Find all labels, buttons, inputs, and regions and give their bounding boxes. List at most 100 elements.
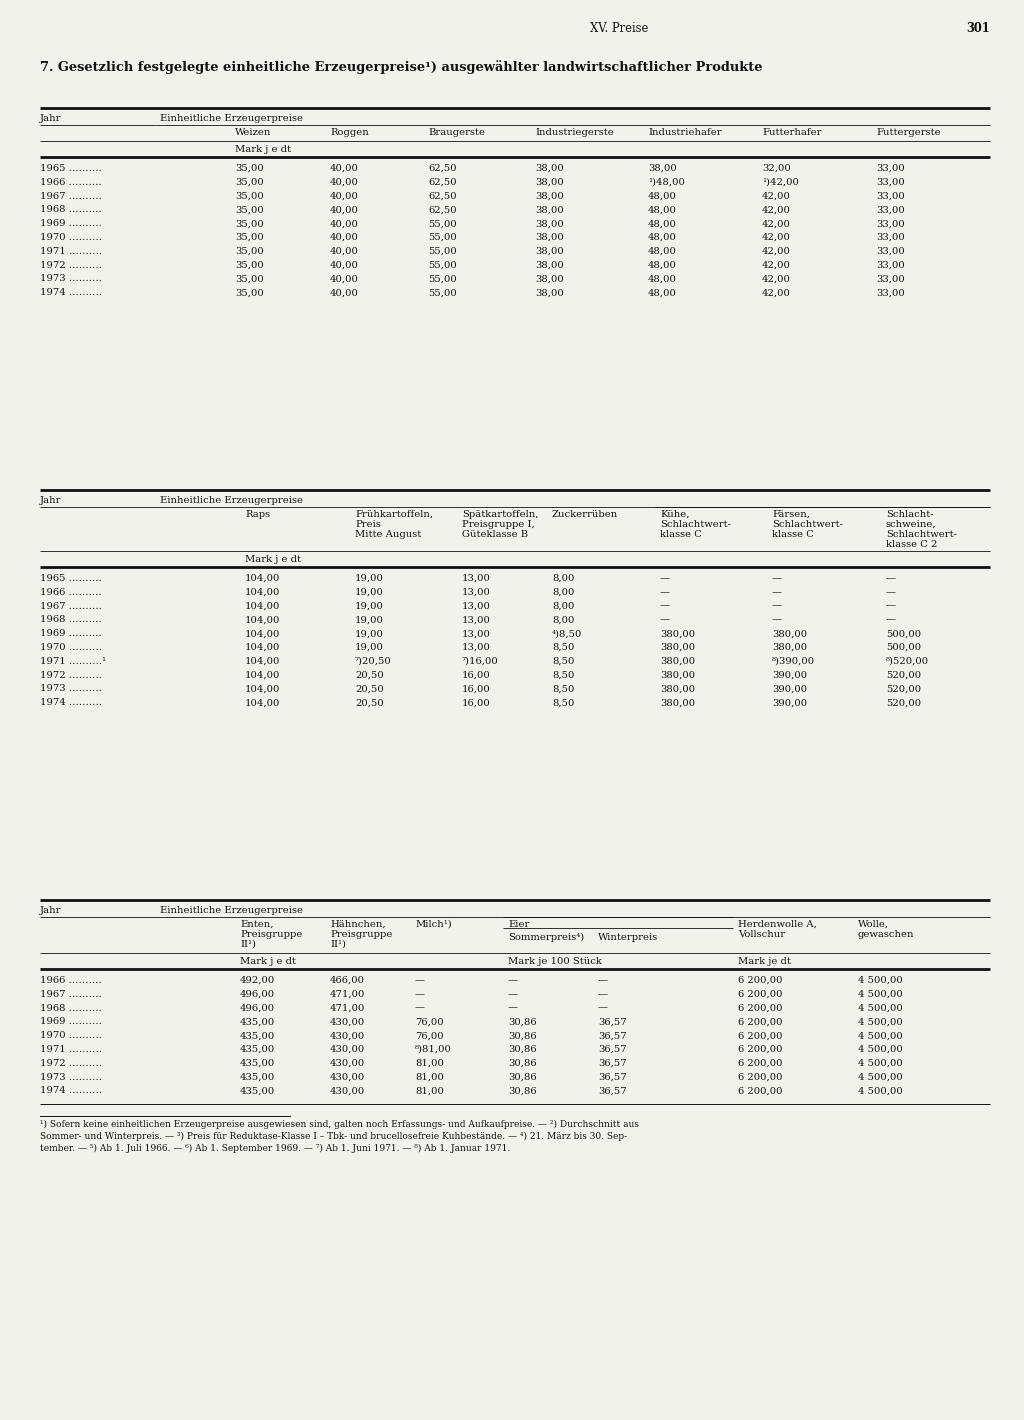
Text: ⁸)81,00: ⁸)81,00 [415,1045,452,1054]
Text: 38,00: 38,00 [535,178,564,187]
Text: 35,00: 35,00 [234,178,264,187]
Text: 435,00: 435,00 [240,1059,275,1068]
Text: 104,00: 104,00 [245,629,281,638]
Text: 1968 ……….: 1968 ………. [40,1004,101,1012]
Text: 42,00: 42,00 [762,206,791,214]
Text: Mark j e dt: Mark j e dt [234,145,291,153]
Text: —: — [508,990,518,998]
Text: Schlachtwert-: Schlachtwert- [772,520,843,530]
Text: 1967 ……….: 1967 ………. [40,192,101,200]
Text: Sommerpreis⁴): Sommerpreis⁴) [508,933,585,941]
Text: 38,00: 38,00 [535,163,564,173]
Text: 435,00: 435,00 [240,1086,275,1095]
Text: 1971 ……….¹: 1971 ……….¹ [40,657,106,666]
Text: Preisgruppe: Preisgruppe [240,930,302,939]
Text: 1968 ……….: 1968 ………. [40,206,101,214]
Text: 16,00: 16,00 [462,699,490,707]
Text: Herdenwolle A,: Herdenwolle A, [738,920,817,929]
Text: —: — [415,976,425,985]
Text: klasse C 2: klasse C 2 [886,540,937,550]
Text: 104,00: 104,00 [245,602,281,611]
Text: —: — [598,990,608,998]
Text: 430,00: 430,00 [330,1086,366,1095]
Text: 1973 ……….: 1973 ………. [40,1072,101,1082]
Text: XV. Preise: XV. Preise [590,21,648,36]
Text: 19,00: 19,00 [355,643,384,652]
Text: 76,00: 76,00 [415,1031,443,1041]
Text: 6 200,00: 6 200,00 [738,1004,782,1012]
Text: 35,00: 35,00 [234,274,264,284]
Text: 38,00: 38,00 [535,219,564,229]
Text: 42,00: 42,00 [762,219,791,229]
Text: 35,00: 35,00 [234,261,264,270]
Text: 40,00: 40,00 [330,274,358,284]
Text: 1974 ……….: 1974 ………. [40,699,102,707]
Text: —: — [660,574,670,584]
Text: Braugerste: Braugerste [428,128,485,136]
Text: Preis: Preis [355,520,381,530]
Text: 390,00: 390,00 [772,670,807,680]
Text: 55,00: 55,00 [428,261,457,270]
Text: 6 200,00: 6 200,00 [738,1086,782,1095]
Text: —: — [598,1004,608,1012]
Text: 32,00: 32,00 [762,163,791,173]
Text: 8,50: 8,50 [552,643,574,652]
Text: Preisgruppe I,: Preisgruppe I, [462,520,535,530]
Text: 20,50: 20,50 [355,684,384,693]
Text: 38,00: 38,00 [535,247,564,256]
Text: 76,00: 76,00 [415,1017,443,1027]
Text: 19,00: 19,00 [355,574,384,584]
Text: 104,00: 104,00 [245,684,281,693]
Text: 33,00: 33,00 [876,274,905,284]
Text: Jahr: Jahr [40,906,61,914]
Text: 33,00: 33,00 [876,192,905,200]
Text: Schlachtwert-: Schlachtwert- [660,520,731,530]
Text: —: — [508,1004,518,1012]
Text: Mark j e dt: Mark j e dt [245,555,301,564]
Text: 1968 ……….: 1968 ………. [40,615,101,625]
Text: 380,00: 380,00 [660,629,695,638]
Text: ⁷)16,00: ⁷)16,00 [462,657,499,666]
Text: 40,00: 40,00 [330,163,358,173]
Text: 40,00: 40,00 [330,178,358,187]
Text: 40,00: 40,00 [330,206,358,214]
Text: 390,00: 390,00 [772,684,807,693]
Text: 13,00: 13,00 [462,615,490,625]
Text: 55,00: 55,00 [428,274,457,284]
Text: 33,00: 33,00 [876,206,905,214]
Text: 4 500,00: 4 500,00 [858,1086,903,1095]
Text: 8,50: 8,50 [552,699,574,707]
Text: 55,00: 55,00 [428,247,457,256]
Text: 33,00: 33,00 [876,261,905,270]
Text: Raps: Raps [245,510,270,518]
Text: 19,00: 19,00 [355,615,384,625]
Text: 38,00: 38,00 [535,274,564,284]
Text: 40,00: 40,00 [330,261,358,270]
Text: 4 500,00: 4 500,00 [858,1004,903,1012]
Text: 36,57: 36,57 [598,1031,627,1041]
Text: —: — [415,990,425,998]
Text: —: — [772,574,782,584]
Text: tember. — ⁵) Ab 1. Juli 1966. — ⁶) Ab 1. September 1969. — ⁷) Ab 1. Juni 1971. —: tember. — ⁵) Ab 1. Juli 1966. — ⁶) Ab 1.… [40,1145,510,1153]
Text: 4 500,00: 4 500,00 [858,1072,903,1082]
Text: 435,00: 435,00 [240,1031,275,1041]
Text: 8,00: 8,00 [552,574,574,584]
Text: 48,00: 48,00 [648,233,677,241]
Text: 36,57: 36,57 [598,1086,627,1095]
Text: 20,50: 20,50 [355,699,384,707]
Text: 380,00: 380,00 [660,670,695,680]
Text: Kühe,: Kühe, [660,510,689,518]
Text: —: — [660,615,670,625]
Text: 33,00: 33,00 [876,247,905,256]
Text: 4 500,00: 4 500,00 [858,1017,903,1027]
Text: 380,00: 380,00 [772,629,807,638]
Text: 471,00: 471,00 [330,990,366,998]
Text: 38,00: 38,00 [535,206,564,214]
Text: Milch¹): Milch¹) [415,920,452,929]
Text: ⁴)8,50: ⁴)8,50 [552,629,583,638]
Text: Färsen,: Färsen, [772,510,810,518]
Text: 1967 ……….: 1967 ………. [40,990,101,998]
Text: —: — [598,976,608,985]
Text: 19,00: 19,00 [355,602,384,611]
Text: 33,00: 33,00 [876,219,905,229]
